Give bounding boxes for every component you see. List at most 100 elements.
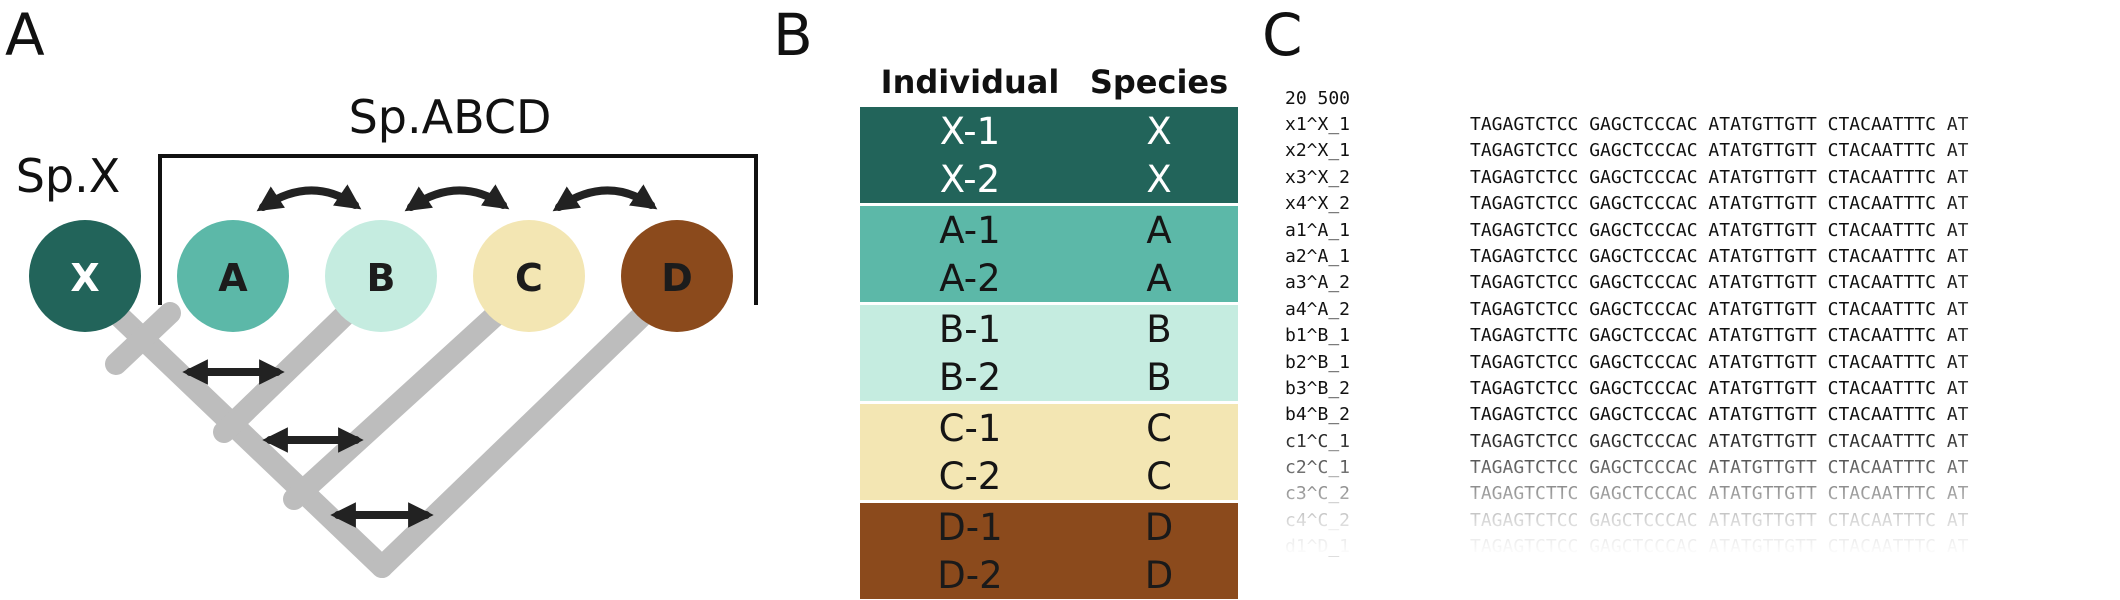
species-tree-diagram: Sp.ABCD Sp.X X A B C D bbox=[16, 90, 758, 578]
species-cell: C bbox=[1146, 454, 1172, 498]
sequence-value: TAGAGTCTCC GAGCTCCCAC ATATGTTGTT CTACAAT… bbox=[1470, 140, 1969, 162]
individual-cell: X-2 bbox=[939, 157, 1001, 201]
sequence-name: a4^A_2 bbox=[1285, 298, 1351, 320]
individual-cell: A-2 bbox=[939, 256, 1001, 300]
svg-text:A: A bbox=[218, 256, 248, 300]
alignment-row: b2^B_1 TAGAGTCTCC GAGCTCCCAC ATATGTTGTT C… bbox=[1285, 350, 2085, 376]
branch-d bbox=[371, 302, 656, 578]
table-group-a: A-1 A A-2 A bbox=[860, 203, 1238, 302]
node-b: B bbox=[325, 220, 437, 332]
node-c: C bbox=[473, 220, 585, 332]
sequence-name: b1^B_1 bbox=[1285, 325, 1351, 347]
individual-cell: B-1 bbox=[938, 307, 1002, 351]
individual-cell: B-2 bbox=[938, 355, 1002, 399]
species-cell: X bbox=[1146, 157, 1172, 201]
alignment-row: a2^A_1 TAGAGTCTCC GAGCTCCCAC ATATGTTGTT C… bbox=[1285, 244, 2085, 270]
svg-text:D: D bbox=[661, 256, 693, 300]
species-cell: B bbox=[1146, 307, 1172, 351]
alignment-row: x3^X_2 TAGAGTCTCC GAGCTCCCAC ATATGTTGTT C… bbox=[1285, 165, 2085, 191]
individual-cell: D-1 bbox=[937, 505, 1003, 549]
sequence-value: TAGAGTCTCC GAGCTCCCAC ATATGTTGTT CTACAAT… bbox=[1470, 245, 1969, 267]
sequence-name: x4^X_2 bbox=[1285, 193, 1351, 215]
ingroup-label: Sp.ABCD bbox=[349, 90, 552, 144]
gene-flow-arrow-cd bbox=[552, 184, 658, 212]
alignment-row: b3^B_2 TAGAGTCTCC GAGCTCCCAC ATATGTTGTT C… bbox=[1285, 376, 2085, 402]
table-group-b: B-1 B B-2 B bbox=[860, 302, 1238, 401]
species-cell: B bbox=[1146, 355, 1172, 399]
individual-species-table: Individual Species X-1 X X-2 X A-1 A A-2… bbox=[860, 60, 1238, 599]
table-row: A-2 A bbox=[860, 254, 1238, 302]
tree-branches bbox=[105, 302, 656, 578]
column-header-individual: Individual bbox=[880, 63, 1060, 101]
alignment-row: x1^X_1 TAGAGTCTCC GAGCTCCCAC ATATGTTGTT C… bbox=[1285, 112, 2085, 138]
sequence-value: TAGAGTCTCC GAGCTCCCAC ATATGTTGTT CTACAAT… bbox=[1470, 114, 1969, 135]
species-cell: A bbox=[1146, 256, 1172, 300]
panel-letter-a: A bbox=[5, 1, 45, 69]
panel-letter-c: C bbox=[1262, 1, 1303, 69]
sequence-name: x3^X_2 bbox=[1285, 166, 1351, 188]
table-header: Individual Species bbox=[860, 60, 1238, 104]
node-a: A bbox=[177, 220, 289, 332]
table-row: B-2 B bbox=[860, 353, 1238, 401]
svg-text:B: B bbox=[367, 256, 396, 300]
table-row: D-1 D bbox=[860, 503, 1238, 551]
sequence-name: x1^X_1 bbox=[1285, 114, 1351, 135]
alignment-header: 20 500 bbox=[1285, 88, 1351, 109]
individual-cell: C-1 bbox=[938, 406, 1002, 450]
sequence-value: TAGAGTCTCC GAGCTCCCAC ATATGTTGTT CTACAAT… bbox=[1470, 193, 1969, 215]
table-row: A-1 A bbox=[860, 206, 1238, 254]
ingroup-bracket bbox=[158, 154, 758, 305]
alignment-row: x4^X_2 TAGAGTCTCC GAGCTCCCAC ATATGTTGTT C… bbox=[1285, 191, 2085, 217]
sequence-value: TAGAGTCTCC GAGCTCCCAC ATATGTTGTT CTACAAT… bbox=[1470, 404, 1969, 426]
sequence-value: TAGAGTCTCC GAGCTCCCAC ATATGTTGTT CTACAAT… bbox=[1470, 377, 1969, 399]
branch-b bbox=[213, 302, 358, 443]
sequence-name: b4^B_2 bbox=[1285, 404, 1351, 426]
sequence-value: TAGAGTCTCC GAGCTCCCAC ATATGTTGTT CTACAAT… bbox=[1470, 219, 1969, 241]
alignment-row: b4^B_2 TAGAGTCTCC GAGCTCCCAC ATATGTTGTT C… bbox=[1285, 402, 2085, 428]
individual-cell: A-1 bbox=[939, 208, 1001, 252]
sequence-name: b3^B_2 bbox=[1285, 377, 1351, 399]
sequence-name: a3^A_2 bbox=[1285, 272, 1351, 294]
alignment-row: a4^A_2 TAGAGTCTCC GAGCTCCCAC ATATGTTGTT C… bbox=[1285, 297, 2085, 323]
outgroup-label: Sp.X bbox=[16, 149, 121, 203]
alignment-row: x2^X_1 TAGAGTCTCC GAGCTCCCAC ATATGTTGTT C… bbox=[1285, 138, 2085, 164]
node-x: X bbox=[29, 220, 141, 332]
svg-text:C: C bbox=[515, 256, 543, 300]
sequence-name: a2^A_1 bbox=[1285, 245, 1351, 267]
table-row: X-2 X bbox=[860, 155, 1238, 203]
branch-c bbox=[283, 302, 509, 510]
sequence-value: TAGAGTCTCC GAGCTCCCAC ATATGTTGTT CTACAAT… bbox=[1470, 351, 1969, 373]
branch-a bbox=[105, 302, 181, 375]
sequence-value: TAGAGTCTCC GAGCTCCCAC ATATGTTGTT CTACAAT… bbox=[1470, 272, 1969, 294]
column-header-species: Species bbox=[1089, 63, 1229, 101]
individual-cell: D-2 bbox=[937, 553, 1003, 597]
table-group-d: D-1 D D-2 D bbox=[860, 500, 1238, 599]
species-cell: A bbox=[1146, 208, 1172, 252]
table-row: C-1 C bbox=[860, 404, 1238, 452]
individual-cell: X-1 bbox=[939, 109, 1001, 153]
table-row: B-1 B bbox=[860, 305, 1238, 353]
species-cell: C bbox=[1146, 406, 1172, 450]
table-row: X-1 X bbox=[860, 107, 1238, 155]
alignment-row: a1^A_1 TAGAGTCTCC GAGCTCCCAC ATATGTTGTT C… bbox=[1285, 218, 2085, 244]
node-d: D bbox=[621, 220, 733, 332]
table-group-c: C-1 C C-2 C bbox=[860, 401, 1238, 500]
individual-cell: C-2 bbox=[938, 454, 1002, 498]
sequence-name: x2^X_1 bbox=[1285, 140, 1351, 162]
svg-text:X: X bbox=[70, 256, 99, 300]
sequence-value: TAGAGTCTCC GAGCTCCCAC ATATGTTGTT CTACAAT… bbox=[1470, 298, 1969, 320]
sequence-alignment: 20 500 x1^X_1 TAGAGTCTCC GAGCTCCCAC ATATG… bbox=[1285, 86, 2085, 557]
sequence-value: TAGAGTCTCC GAGCTCCCAC ATATGTTGTT CTACAAT… bbox=[1470, 166, 1969, 188]
alignment-row: a3^A_2 TAGAGTCTCC GAGCTCCCAC ATATGTTGTT C… bbox=[1285, 270, 2085, 296]
table-group-x: X-1 X X-2 X bbox=[860, 104, 1238, 203]
table-row: D-2 D bbox=[860, 551, 1238, 599]
gene-flow-arrow-ab bbox=[256, 184, 362, 212]
sequence-name: b2^B_1 bbox=[1285, 351, 1351, 373]
species-cell: X bbox=[1146, 109, 1172, 153]
gene-flow-arrow-bc bbox=[404, 184, 510, 212]
table-row: C-2 C bbox=[860, 452, 1238, 500]
panel-letter-b: B bbox=[773, 1, 813, 69]
alignment-row: b1^B_1 TAGAGTCTTC GAGCTCCCAC ATATGTTGTT C… bbox=[1285, 323, 2085, 349]
sequence-value: TAGAGTCTTC GAGCTCCCAC ATATGTTGTT CTACAAT… bbox=[1470, 325, 1969, 347]
species-cell: D bbox=[1144, 505, 1174, 549]
